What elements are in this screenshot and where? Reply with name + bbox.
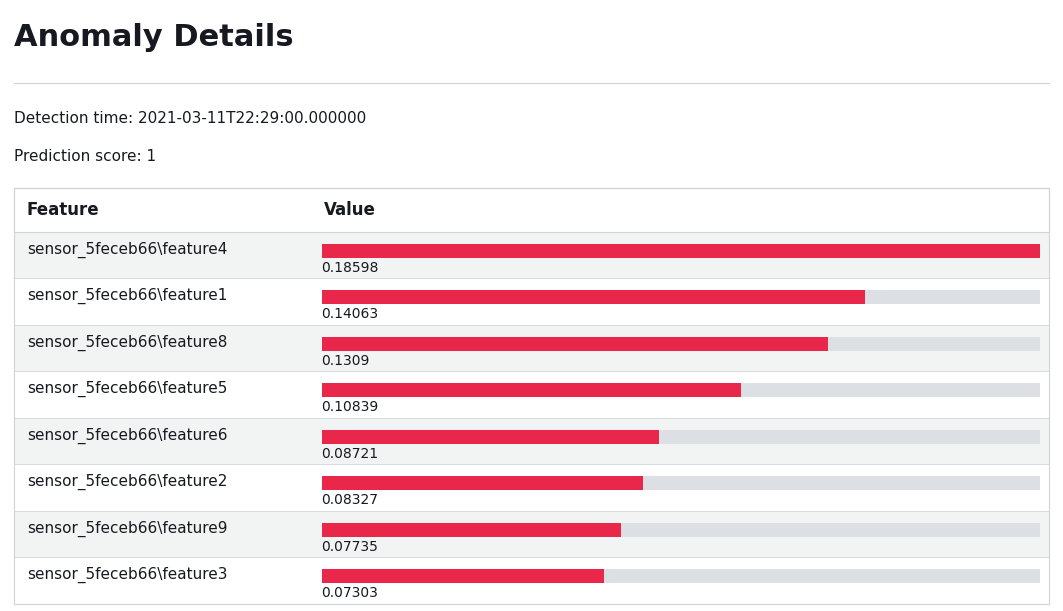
Text: sensor_5feceb66\feature5: sensor_5feceb66\feature5 [27, 381, 227, 397]
Bar [322, 523, 1041, 537]
Bar [14, 557, 1049, 604]
Bar [14, 418, 1049, 464]
Bar [322, 384, 741, 397]
Text: sensor_5feceb66\feature4: sensor_5feceb66\feature4 [27, 241, 227, 258]
Text: 0.07303: 0.07303 [322, 587, 378, 601]
Bar [322, 290, 865, 304]
Text: sensor_5feceb66\feature3: sensor_5feceb66\feature3 [27, 567, 227, 583]
Bar [322, 384, 1041, 397]
Bar [322, 477, 643, 491]
Bar [322, 477, 1041, 491]
Text: Anomaly Details: Anomaly Details [14, 23, 293, 52]
Text: 0.08327: 0.08327 [322, 494, 378, 508]
Text: 0.08721: 0.08721 [322, 447, 378, 461]
Text: 0.1309: 0.1309 [322, 354, 370, 368]
Bar [14, 464, 1049, 511]
Text: sensor_5feceb66\feature2: sensor_5feceb66\feature2 [27, 474, 227, 490]
Bar [322, 569, 1041, 584]
Bar [14, 325, 1049, 371]
Bar [14, 188, 1049, 232]
Text: Value: Value [324, 201, 375, 219]
Text: 0.07735: 0.07735 [322, 540, 378, 554]
Bar [322, 430, 1041, 444]
Text: Feature: Feature [27, 201, 100, 219]
Text: sensor_5feceb66\feature6: sensor_5feceb66\feature6 [27, 428, 227, 444]
Bar [14, 371, 1049, 418]
Bar [322, 337, 1041, 351]
Text: 0.18598: 0.18598 [322, 261, 378, 275]
Bar [322, 290, 1041, 304]
Bar [14, 232, 1049, 279]
Bar [14, 279, 1049, 325]
Text: Detection time: 2021-03-11T22:29:00.000000: Detection time: 2021-03-11T22:29:00.0000… [14, 111, 367, 126]
Text: sensor_5feceb66\feature9: sensor_5feceb66\feature9 [27, 521, 227, 536]
Bar [322, 569, 604, 584]
Text: sensor_5feceb66\feature1: sensor_5feceb66\feature1 [27, 288, 227, 304]
Bar [322, 244, 1041, 258]
Text: 0.10839: 0.10839 [322, 400, 378, 414]
Bar [322, 244, 1041, 258]
Bar [322, 337, 827, 351]
Bar [322, 523, 621, 537]
Bar [14, 511, 1049, 557]
Bar [322, 430, 659, 444]
Bar [14, 188, 1049, 604]
Text: 0.14063: 0.14063 [322, 307, 378, 321]
Text: Prediction score: 1: Prediction score: 1 [14, 148, 156, 164]
Text: sensor_5feceb66\feature8: sensor_5feceb66\feature8 [27, 334, 227, 351]
